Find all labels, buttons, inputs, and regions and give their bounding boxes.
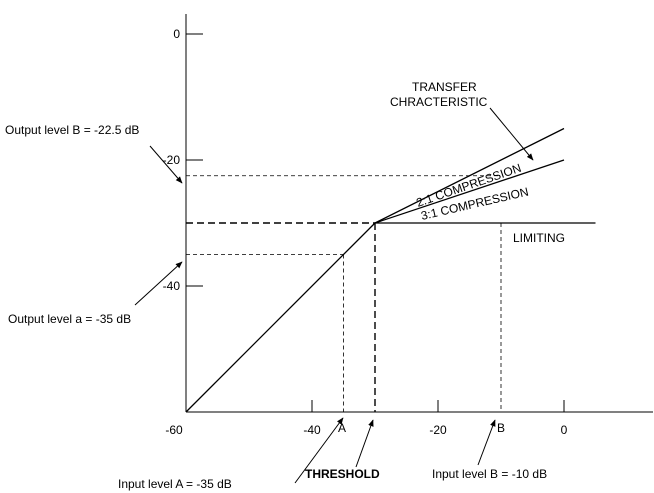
marker-label-b: B: [497, 421, 505, 435]
input-a-arrow: [294, 417, 344, 484]
threshold-arrow: [355, 419, 374, 468]
tick-labels: 0 -20 -40 -60 -40 -20 0: [163, 27, 568, 437]
y-tick-label: -40: [163, 279, 181, 293]
x-tick-label: -40: [303, 423, 321, 437]
axes: [185, 14, 653, 413]
y-tick-label: 0: [173, 27, 180, 41]
x-tick-label: 0: [561, 423, 568, 437]
linear-segment-line: [185, 222, 376, 413]
label-input-a: Input level A = -35 dB: [118, 477, 232, 491]
label-output-a: Output level a = -35 dB: [8, 312, 131, 326]
label-threshold: THRESHOLD: [305, 467, 380, 481]
output-a-arrow: [134, 261, 183, 306]
compression-2-1-line: [374, 127, 565, 224]
label-input-b: Input level B = -10 dB: [432, 467, 547, 481]
y-tick-label: -20: [163, 153, 181, 167]
marker-label-a: A: [338, 421, 346, 435]
x-tick-label: -20: [429, 423, 447, 437]
label-characteristic: CHRACTERISTIC: [390, 95, 488, 109]
transfer-curves: [134, 107, 596, 484]
x-tick-label: -60: [165, 423, 183, 437]
output-b-arrow: [149, 145, 183, 184]
input-b-arrow: [477, 419, 496, 466]
label-transfer: TRANSFER: [412, 80, 477, 94]
compression-3-1-line: [374, 159, 565, 224]
label-limiting: LIMITING: [513, 231, 565, 245]
transfer-arrow: [489, 107, 534, 161]
label-output-b: Output level B = -22.5 dB: [5, 123, 139, 137]
guide-lines: [186, 175, 502, 412]
